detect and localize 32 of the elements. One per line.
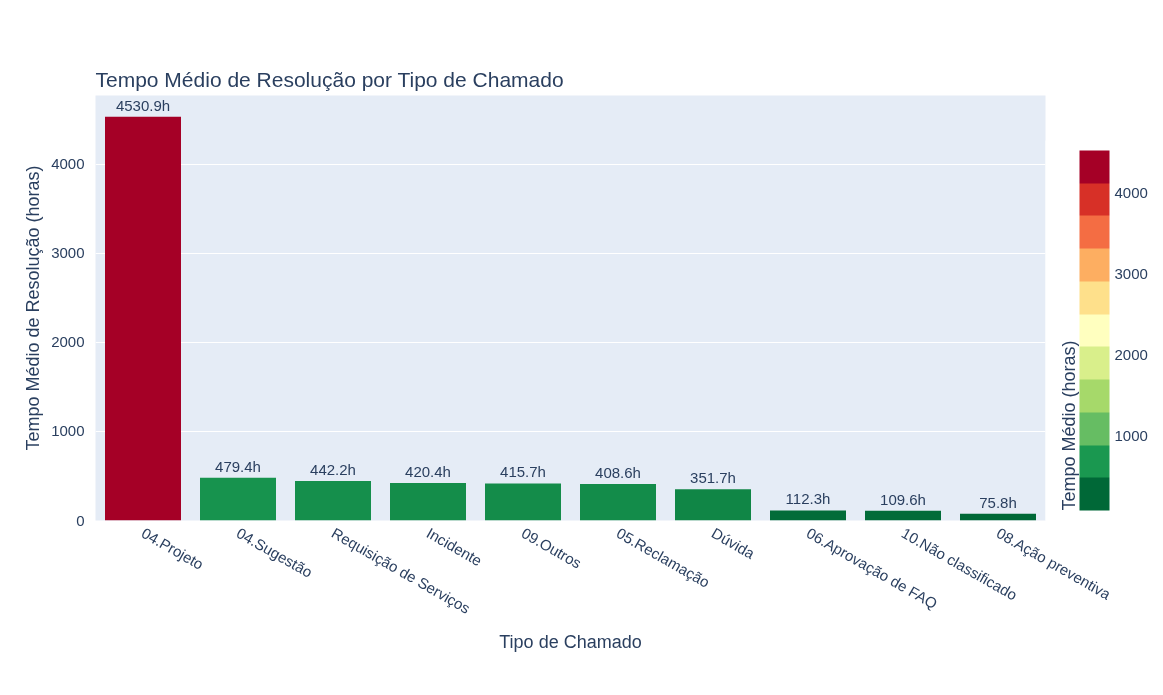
data-label: 75.8h [979,493,1017,511]
bar [865,510,941,521]
x-axis-title: Tipo de Chamado [499,632,642,653]
data-label: 408.6h [595,464,641,482]
y-axis-title: Tempo Médio de Resolução (horas) [23,165,44,451]
color-bar-label: 4000 [1114,184,1148,202]
data-label: 479.4h [215,457,261,475]
data-label: 112.3h [785,490,831,508]
data-label: 4530.9h [115,96,171,114]
bar [580,484,656,521]
bar [485,483,561,521]
y-tick-label: 3000 [51,244,85,262]
data-label: 415.7h [500,463,546,481]
data-label: 420.4h [405,463,451,481]
bar [675,489,751,521]
data-label: 442.2h [310,461,356,479]
y-tick-label: 1000 [51,422,85,440]
y-tick-label: 4000 [51,155,85,173]
y-tick-label: 0 [76,511,85,529]
color-bar-title: Tempo Médio (horas) [1058,340,1079,511]
data-label: 351.7h [690,469,736,487]
bar [105,116,181,521]
data-label: 109.6h [880,490,926,508]
bar [770,510,846,521]
color-bar-label: 2000 [1114,346,1148,364]
bar [390,483,466,521]
y-tick-label: 2000 [51,333,85,351]
color-bar-label: 3000 [1114,265,1148,283]
bar [295,481,371,521]
bar [200,477,276,521]
chart-title: Tempo Médio de Resolução por Tipo de Chamado [95,67,564,91]
color-bar-label: 1000 [1114,426,1148,444]
